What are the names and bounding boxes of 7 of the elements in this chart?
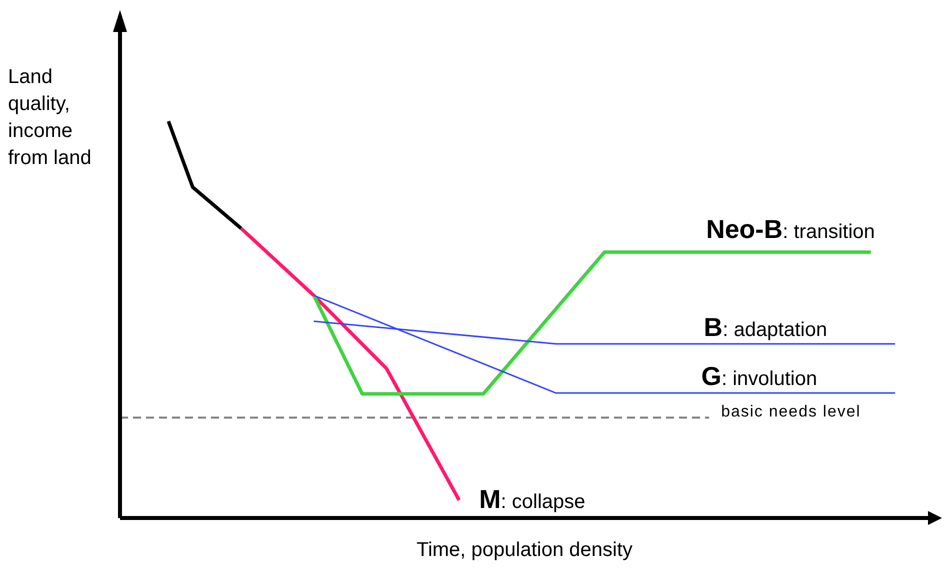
series-label: G: involution (701, 361, 818, 392)
x-axis-title: Time, population density (415, 539, 634, 562)
y-axis-title: Land quality, income from land (8, 65, 92, 171)
series-label: M: collapse (479, 484, 586, 514)
series-label: Neo-B: transition (706, 214, 875, 244)
series-label: B: adaptation (704, 312, 828, 342)
ref-line-label: basic needs level (721, 404, 861, 421)
